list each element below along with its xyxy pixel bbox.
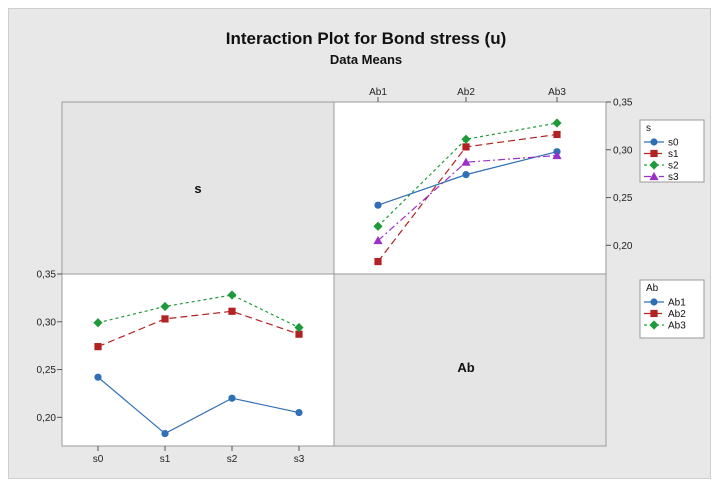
- diagonal-panel-s: [61, 101, 335, 275]
- legend-label: s0: [668, 138, 679, 149]
- data-point-ab3: [93, 318, 103, 328]
- y-tick-label: 0,20: [37, 413, 57, 424]
- x-tick-label: s1: [160, 454, 171, 465]
- data-point-s3: [373, 235, 383, 245]
- legend-title: Ab: [646, 283, 659, 294]
- y-tick-label: 0,20: [613, 241, 633, 252]
- legend-label: s1: [668, 149, 679, 160]
- data-point-ab3: [160, 301, 170, 312]
- data-point-ab2: [295, 330, 303, 338]
- legend-marker: [649, 320, 659, 330]
- data-point-s0: [462, 171, 470, 179]
- legend-label: s3: [668, 172, 679, 183]
- chart-subtitle: Data Means: [330, 52, 402, 67]
- series-line-ab2: [97, 310, 300, 348]
- legend-marker: [650, 309, 658, 318]
- data-point-ab1: [94, 373, 102, 381]
- legend-marker: [650, 138, 658, 146]
- data-point-ab2: [94, 343, 102, 351]
- legend-box: [639, 279, 705, 339]
- data-point-s0: [374, 201, 382, 209]
- x-tick-label: s3: [294, 454, 305, 465]
- data-point-s2: [552, 118, 562, 128]
- legend-marker: [649, 171, 659, 181]
- y-tick-label: 0,30: [37, 317, 57, 328]
- data-point-s1: [553, 130, 561, 139]
- legend-label: s2: [668, 161, 679, 172]
- data-point-s1: [374, 257, 382, 266]
- data-point-ab2: [161, 315, 169, 323]
- y-tick-label: 0,25: [613, 193, 633, 204]
- legend-marker: [650, 298, 658, 306]
- data-point-s1: [462, 143, 470, 151]
- diagonal-panel-ab: [333, 273, 607, 447]
- x-tick-label: Ab3: [548, 87, 566, 98]
- series-line-ab3: [97, 294, 300, 329]
- data-point-ab3: [227, 290, 237, 300]
- data-point-ab1: [295, 408, 303, 417]
- data-point-ab2: [228, 307, 236, 315]
- legend-title: s: [646, 123, 651, 134]
- x-tick-label: s0: [93, 454, 104, 465]
- diagonal-label-ab: Ab: [457, 360, 474, 375]
- data-point-ab1: [228, 394, 236, 402]
- y-tick-label: 0,35: [613, 98, 633, 109]
- data-point-ab3: [294, 322, 304, 333]
- legend-marker: [650, 149, 658, 158]
- legend-marker: [649, 160, 659, 170]
- legend-label: Ab2: [668, 309, 686, 320]
- x-tick-label: Ab1: [369, 87, 387, 98]
- y-tick-label: 0,30: [613, 145, 633, 156]
- data-point-s2: [461, 134, 471, 144]
- data-point-ab1: [161, 429, 169, 438]
- x-tick-label: Ab2: [457, 87, 475, 98]
- panel-top-right: [333, 101, 607, 275]
- legend-label: Ab1: [668, 298, 686, 309]
- data-point-s2: [373, 221, 383, 231]
- chart-title: Interaction Plot for Bond stress (u): [226, 29, 507, 48]
- y-tick-label: 0,25: [37, 365, 57, 376]
- x-tick-label: s2: [227, 454, 238, 465]
- data-point-s3: [552, 150, 562, 160]
- diagonal-label-s: s: [194, 181, 201, 196]
- series-line-ab1: [97, 376, 300, 435]
- data-point-s3: [461, 157, 471, 166]
- y-tick-label: 0,35: [37, 270, 57, 281]
- legend-label: Ab3: [668, 321, 686, 332]
- panel-bottom-left: [61, 273, 335, 447]
